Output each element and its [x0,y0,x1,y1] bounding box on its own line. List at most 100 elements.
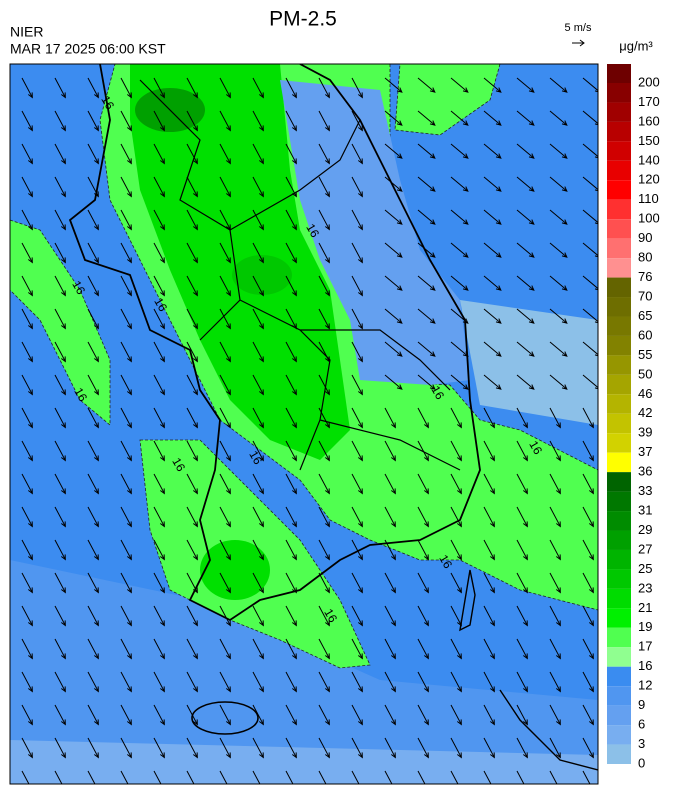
wind-arrow [549,209,568,225]
wind-arrow [54,275,66,297]
colorbar-segment [607,647,631,667]
wind-arrow [153,143,165,165]
wind-arrow [450,77,469,93]
colorbar-label: 200 [638,74,660,89]
wind-arrow [483,308,502,324]
colorbar-label: 9 [638,697,645,712]
wind-arrow [516,407,528,429]
wind-arrow [582,770,591,784]
wind-arrow [186,77,198,99]
wind-arrow [252,473,264,495]
wind-arrow [120,605,132,627]
wind-arrow [186,308,198,330]
wind-arrow [384,176,403,192]
wind-arrow [483,638,495,660]
kyushu-coast [499,689,598,771]
wind-arrow [252,209,264,231]
wind-arrow [87,77,99,99]
wind-arrow [450,143,469,159]
wind-arrow [318,539,330,561]
wind-arrow [384,473,396,495]
colorbar-segment [607,121,631,142]
wind-arrow [54,539,66,561]
wind-arrow [186,539,198,561]
wind-arrow [87,770,96,784]
wind-arrow [318,704,330,726]
wind-arrow [450,506,462,528]
colorbar-segment [607,666,631,687]
wind-arrow [417,407,429,429]
wind-arrow [21,374,33,396]
wind-arrow [153,638,165,660]
wind-arrow [21,440,33,462]
wind-arrow [483,275,502,291]
contour-label: 16 [526,438,545,457]
colorbar-label: 36 [638,464,652,479]
wind-arrow [285,737,297,759]
wind-arrow [21,110,33,132]
wind-arrow [186,605,198,627]
wind-arrow [582,539,594,561]
wind-arrow [186,242,198,264]
wind-arrow [252,308,264,330]
colorbar-segment [607,277,631,298]
wind-arrow [516,704,528,726]
wind-arrow [417,209,436,225]
wind-arrow [483,176,502,192]
wind-arrow [582,77,598,93]
wind-arrow [351,704,363,726]
wind-arrow [153,209,165,231]
wind-arrow [219,143,231,165]
colorbar-segment [607,549,631,570]
colorbar-label: 70 [638,288,652,303]
wind-arrow [153,275,165,297]
colorbar-label: 46 [638,386,652,401]
wind-arrow [549,308,568,324]
wind-arrow [21,176,33,198]
colorbar-segment [607,744,631,764]
wind-arrow [186,473,198,495]
tsushima [459,569,476,632]
wind-arrow [87,440,99,462]
wind-arrow [450,308,469,324]
wind-arrow [516,737,528,759]
wind-arrow [219,770,228,784]
wind-arrow [384,275,403,291]
contour-label: 16 [436,552,455,571]
colorbar-segment [607,374,631,395]
wind-arrow [54,737,66,759]
wind-arrow [186,770,195,784]
wind-arrow [87,473,99,495]
wind-arrow [384,341,403,357]
wind-arrow [516,209,535,225]
wind-arrow [417,704,429,726]
wind-arrow [384,209,403,225]
wind-arrow [21,638,33,660]
wind-arrow [582,110,598,126]
wind-arrow [549,110,568,126]
colorbar-segment [607,530,631,550]
wind-arrow [318,209,330,231]
colorbar-label: 19 [638,619,652,634]
wind-arrow [219,308,231,330]
wind-arrow [582,440,594,462]
contour-label: 16 [428,383,447,402]
wind-arrow [450,275,469,291]
wind-arrow [318,242,330,264]
colorbar-label: 27 [638,541,652,556]
wind-arrow [219,77,231,99]
colorbar-segment [607,355,631,375]
wind-arrow [549,341,568,357]
colorbar-segment [607,394,631,414]
wind-arrow [54,209,66,231]
wind-arrow [450,539,462,561]
colorbar-segment [607,83,631,103]
wind-arrow [87,275,99,297]
wind-arrow [384,770,393,784]
colorbar-label: 6 [638,717,645,732]
colorbar-label: 76 [638,269,652,284]
wind-arrow [153,704,165,726]
field-green-w [10,219,111,426]
wind-arrow [384,374,403,390]
wind-arrow [516,374,535,390]
